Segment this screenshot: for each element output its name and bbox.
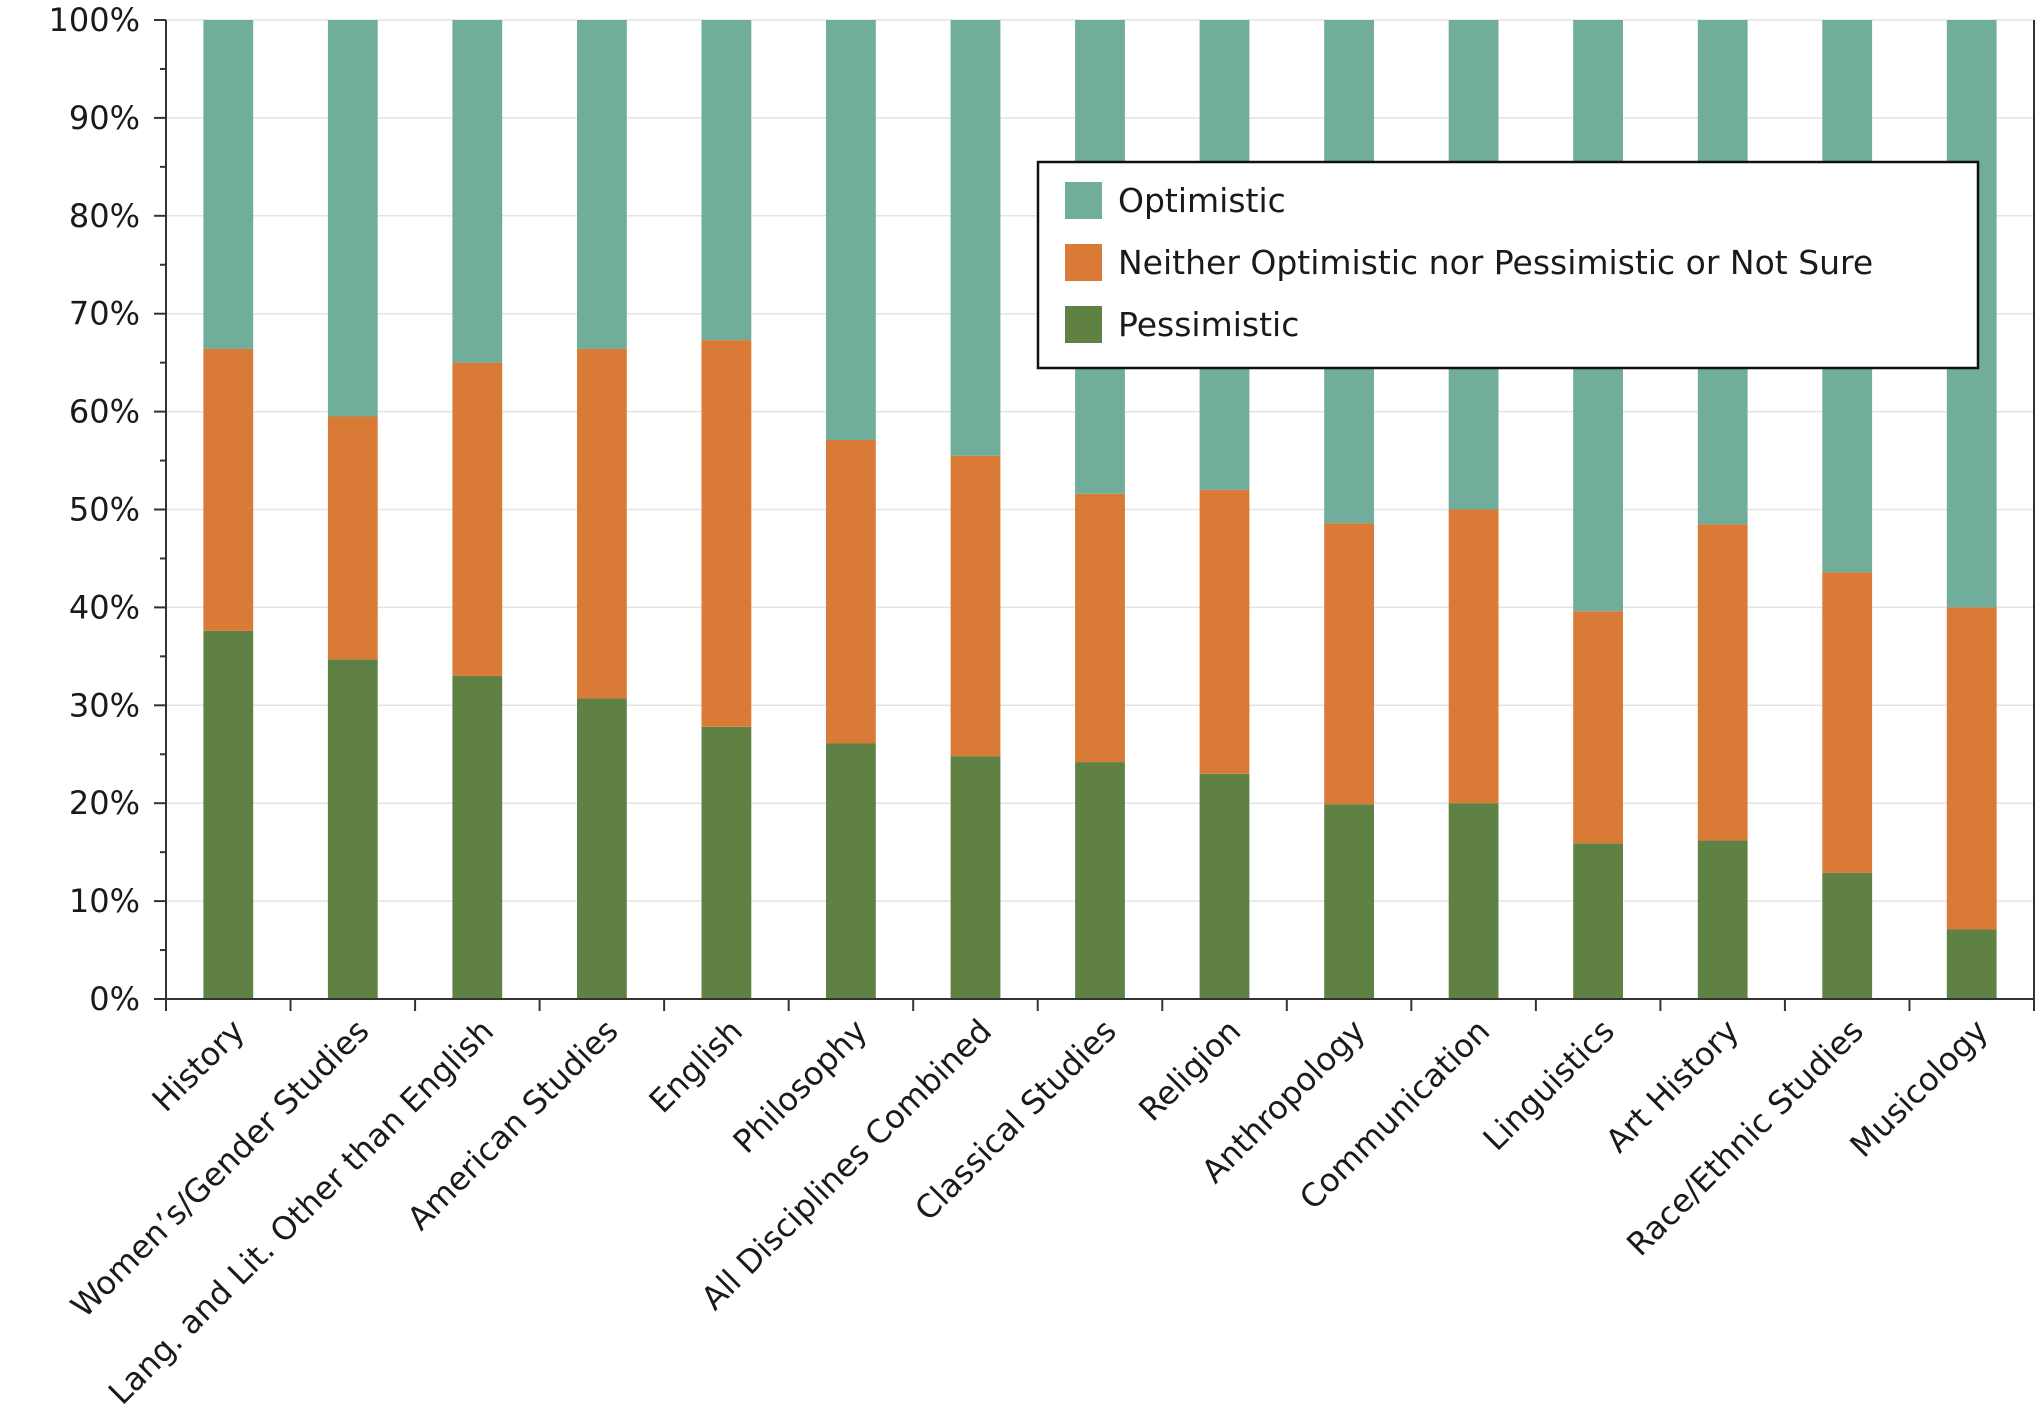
legend-box	[1036, 160, 1980, 370]
bar-segment	[327, 659, 378, 999]
x-tick-label: History	[145, 1012, 252, 1119]
bar-segment	[1199, 773, 1250, 999]
bar-segment	[1324, 804, 1374, 999]
bar-segment	[950, 756, 1001, 999]
bar-segment	[1448, 509, 1499, 804]
x-tick-label: Religion	[1131, 1012, 1248, 1129]
y-tick-label: 100%	[49, 1, 140, 39]
bar-segment	[1075, 762, 1125, 999]
y-tick-label: 20%	[69, 784, 140, 822]
bar-segment	[1075, 493, 1125, 762]
bar-segment	[1324, 523, 1374, 805]
bar-segment	[1946, 607, 1997, 930]
legend-swatch	[1065, 182, 1102, 219]
bar-segment	[577, 348, 627, 699]
bar-segment	[452, 20, 503, 363]
bar-segment	[701, 20, 752, 341]
bar-segment	[452, 362, 503, 676]
y-tick-label: 40%	[69, 588, 140, 626]
y-tick-label: 0%	[89, 980, 140, 1018]
bar-segment	[950, 455, 1001, 757]
bar-segment	[577, 20, 627, 349]
bar-segment	[452, 675, 503, 999]
bar-segment	[577, 698, 627, 999]
bar-segment	[826, 20, 876, 440]
bar-segment	[1573, 843, 1623, 999]
y-tick-label: 80%	[69, 197, 140, 235]
x-tick-label: English	[641, 1012, 750, 1121]
bar-segment	[826, 743, 876, 999]
bar-segment	[1573, 611, 1623, 844]
bar-segment	[327, 20, 378, 417]
bar-segment	[327, 416, 378, 660]
bar-segment	[701, 726, 752, 999]
y-tick-label: 10%	[69, 882, 140, 920]
bar-segment	[203, 348, 254, 631]
bar-segment	[1822, 572, 1873, 873]
bar-segment	[701, 340, 752, 727]
bar-segment	[203, 630, 254, 999]
legend-label: Neither Optimistic nor Pessimistic or No…	[1118, 243, 1873, 282]
y-tick-label: 30%	[69, 686, 140, 724]
bar-segment	[950, 20, 1001, 456]
bar-segment	[1199, 489, 1250, 774]
y-tick-label: 70%	[69, 295, 140, 333]
bar-segment	[1448, 803, 1499, 999]
bar-segment	[1822, 872, 1873, 999]
legend-label: Pessimistic	[1118, 305, 1299, 344]
legend-swatch	[1065, 306, 1102, 343]
bar-segment	[826, 440, 876, 744]
legend: Optimistic Neither Optimistic nor Pessimi…	[1036, 160, 1980, 370]
bar-segment	[1946, 929, 1997, 999]
bar-segment	[203, 20, 254, 349]
bar-segment	[1697, 840, 1748, 999]
legend-swatch	[1065, 244, 1102, 281]
y-tick-label: 90%	[69, 99, 140, 137]
bar-segment	[1697, 524, 1748, 841]
y-tick-label: 60%	[69, 393, 140, 431]
y-tick-label: 50%	[69, 491, 140, 529]
legend-label: Optimistic	[1118, 181, 1286, 220]
x-tick-label: American Studies	[400, 1012, 626, 1238]
x-tick-label: Race/Ethnic Studies	[1619, 1012, 1871, 1264]
y-axis-ticks: 0% 10% 20% 30% 40% 50% 60% 70% 80% 90% 100%	[49, 1, 166, 1018]
